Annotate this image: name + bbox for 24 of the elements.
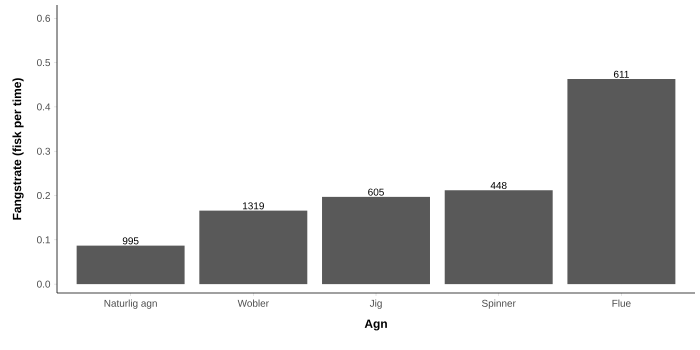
x-tick-label: Jig bbox=[370, 300, 382, 309]
y-tick-label: 0.2 bbox=[37, 192, 50, 200]
y-tick-label: 0.1 bbox=[37, 236, 50, 244]
annotation: 611 bbox=[614, 70, 629, 78]
annotation: 1319 bbox=[243, 202, 264, 210]
x-tick-label: Spinner bbox=[482, 300, 516, 309]
y-tick-label: 0.3 bbox=[37, 148, 50, 155]
x-axis-title: Agn bbox=[364, 320, 387, 330]
annotation: 448 bbox=[490, 182, 507, 190]
y-tick-label: 0.4 bbox=[37, 103, 50, 110]
y-tick-label: 0.6 bbox=[37, 14, 50, 22]
bar bbox=[567, 78, 676, 284]
y-axis-title: Fangstrate (fisk per time) bbox=[12, 78, 24, 220]
bar bbox=[444, 190, 553, 284]
y-tick-label: 0.0 bbox=[37, 280, 50, 288]
y-tick-label: 0.5 bbox=[37, 59, 50, 66]
bar bbox=[199, 210, 308, 284]
x-tick-label: Flue bbox=[612, 300, 631, 307]
x-tick-label: Naturlig agn bbox=[104, 300, 157, 309]
bar bbox=[322, 196, 430, 284]
annotation: 605 bbox=[368, 188, 384, 196]
annotation: 995 bbox=[122, 237, 139, 244]
bar bbox=[76, 246, 185, 284]
x-tick-label: Wobler bbox=[238, 300, 269, 307]
